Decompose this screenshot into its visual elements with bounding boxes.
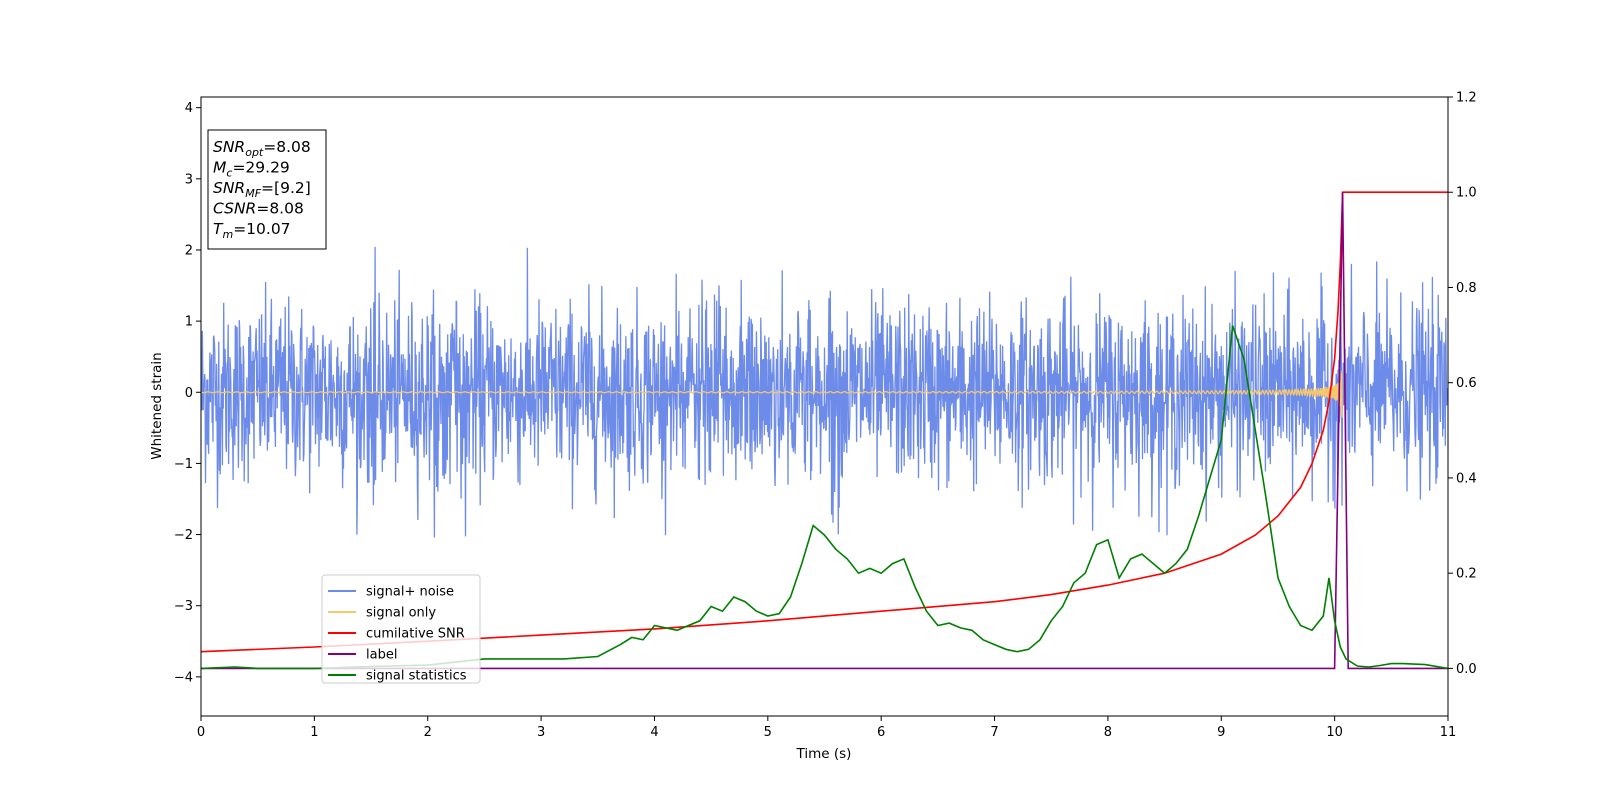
legend-label: signal+ noise xyxy=(366,585,454,600)
x-tick-label: 11 xyxy=(1440,725,1457,740)
info-box-line: CSNR=8.08 xyxy=(213,200,304,218)
info-box-line: Tm=10.07 xyxy=(213,220,291,241)
x-tick-label: 7 xyxy=(990,725,998,740)
x-tick-label: 8 xyxy=(1104,725,1112,740)
y-tick-label: 4 xyxy=(185,101,193,116)
y-tick-label: −3 xyxy=(174,599,193,614)
x-axis-label: Time (s) xyxy=(796,746,852,762)
series-line-signal-noise xyxy=(201,246,1448,538)
legend-label: signal statistics xyxy=(366,669,467,684)
x-axis: 0 1 2 3 4 5 6 7 8 9 10 11 xyxy=(197,716,1456,740)
y-tick-label: 2 xyxy=(185,243,193,258)
x-tick-label: 4 xyxy=(650,725,658,740)
info-box-line: Mc=29.29 xyxy=(213,159,290,180)
series-line-cumilative-snr xyxy=(201,191,1448,653)
x-tick-label: 6 xyxy=(877,725,885,740)
plot-frame xyxy=(200,96,1449,717)
y2-tick-label: 0.2 xyxy=(1456,567,1477,582)
series-line-label xyxy=(201,192,1448,670)
x-tick-label: 1 xyxy=(310,725,318,740)
y2-tick-label: 1.2 xyxy=(1456,91,1477,106)
y2-tick-label: 0.8 xyxy=(1456,281,1477,296)
y2-tick-label: 0.4 xyxy=(1456,471,1477,486)
legend-label: signal only xyxy=(366,606,436,621)
y-tick-label: 3 xyxy=(185,172,193,187)
x-tick-label: 10 xyxy=(1326,725,1343,740)
y-axis-right: 0.0 0.2 0.4 0.6 0.8 1.0 1.2 xyxy=(1448,91,1477,677)
y-tick-label: −1 xyxy=(174,457,193,472)
legend: signal+ noise signal only cumilative SNR la… xyxy=(321,574,481,684)
y-tick-label: 0 xyxy=(185,386,193,401)
x-tick-label: 9 xyxy=(1217,725,1225,740)
plot-area xyxy=(201,191,1448,670)
x-tick-label: 0 xyxy=(197,725,205,740)
series-line-signal-only xyxy=(201,370,1343,418)
x-tick-label: 5 xyxy=(764,725,772,740)
legend-label: label xyxy=(366,648,397,663)
series-layer xyxy=(201,191,1448,670)
info-box-line: SNRopt=8.08 xyxy=(213,138,311,159)
y2-tick-label: 1.0 xyxy=(1456,186,1477,201)
y-tick-label: −4 xyxy=(174,670,193,685)
y2-tick-label: 0.0 xyxy=(1456,662,1477,677)
info-box-line: SNRMF=[9.2] xyxy=(213,179,311,200)
legend-label: cumilative SNR xyxy=(366,627,465,642)
y-tick-label: 1 xyxy=(185,315,193,330)
y2-tick-label: 0.6 xyxy=(1456,376,1477,391)
y-axis-label: Whitened strain xyxy=(149,352,165,459)
series-line-signal-statistics xyxy=(201,325,1448,670)
y-tick-label: −2 xyxy=(174,528,193,543)
x-tick-label: 2 xyxy=(424,725,432,740)
legend-frame xyxy=(321,574,481,684)
info-box-frame xyxy=(207,129,327,250)
x-tick-label: 3 xyxy=(537,725,545,740)
y-axis-left: −4 −3 −2 −1 0 1 2 3 4 xyxy=(174,101,201,685)
